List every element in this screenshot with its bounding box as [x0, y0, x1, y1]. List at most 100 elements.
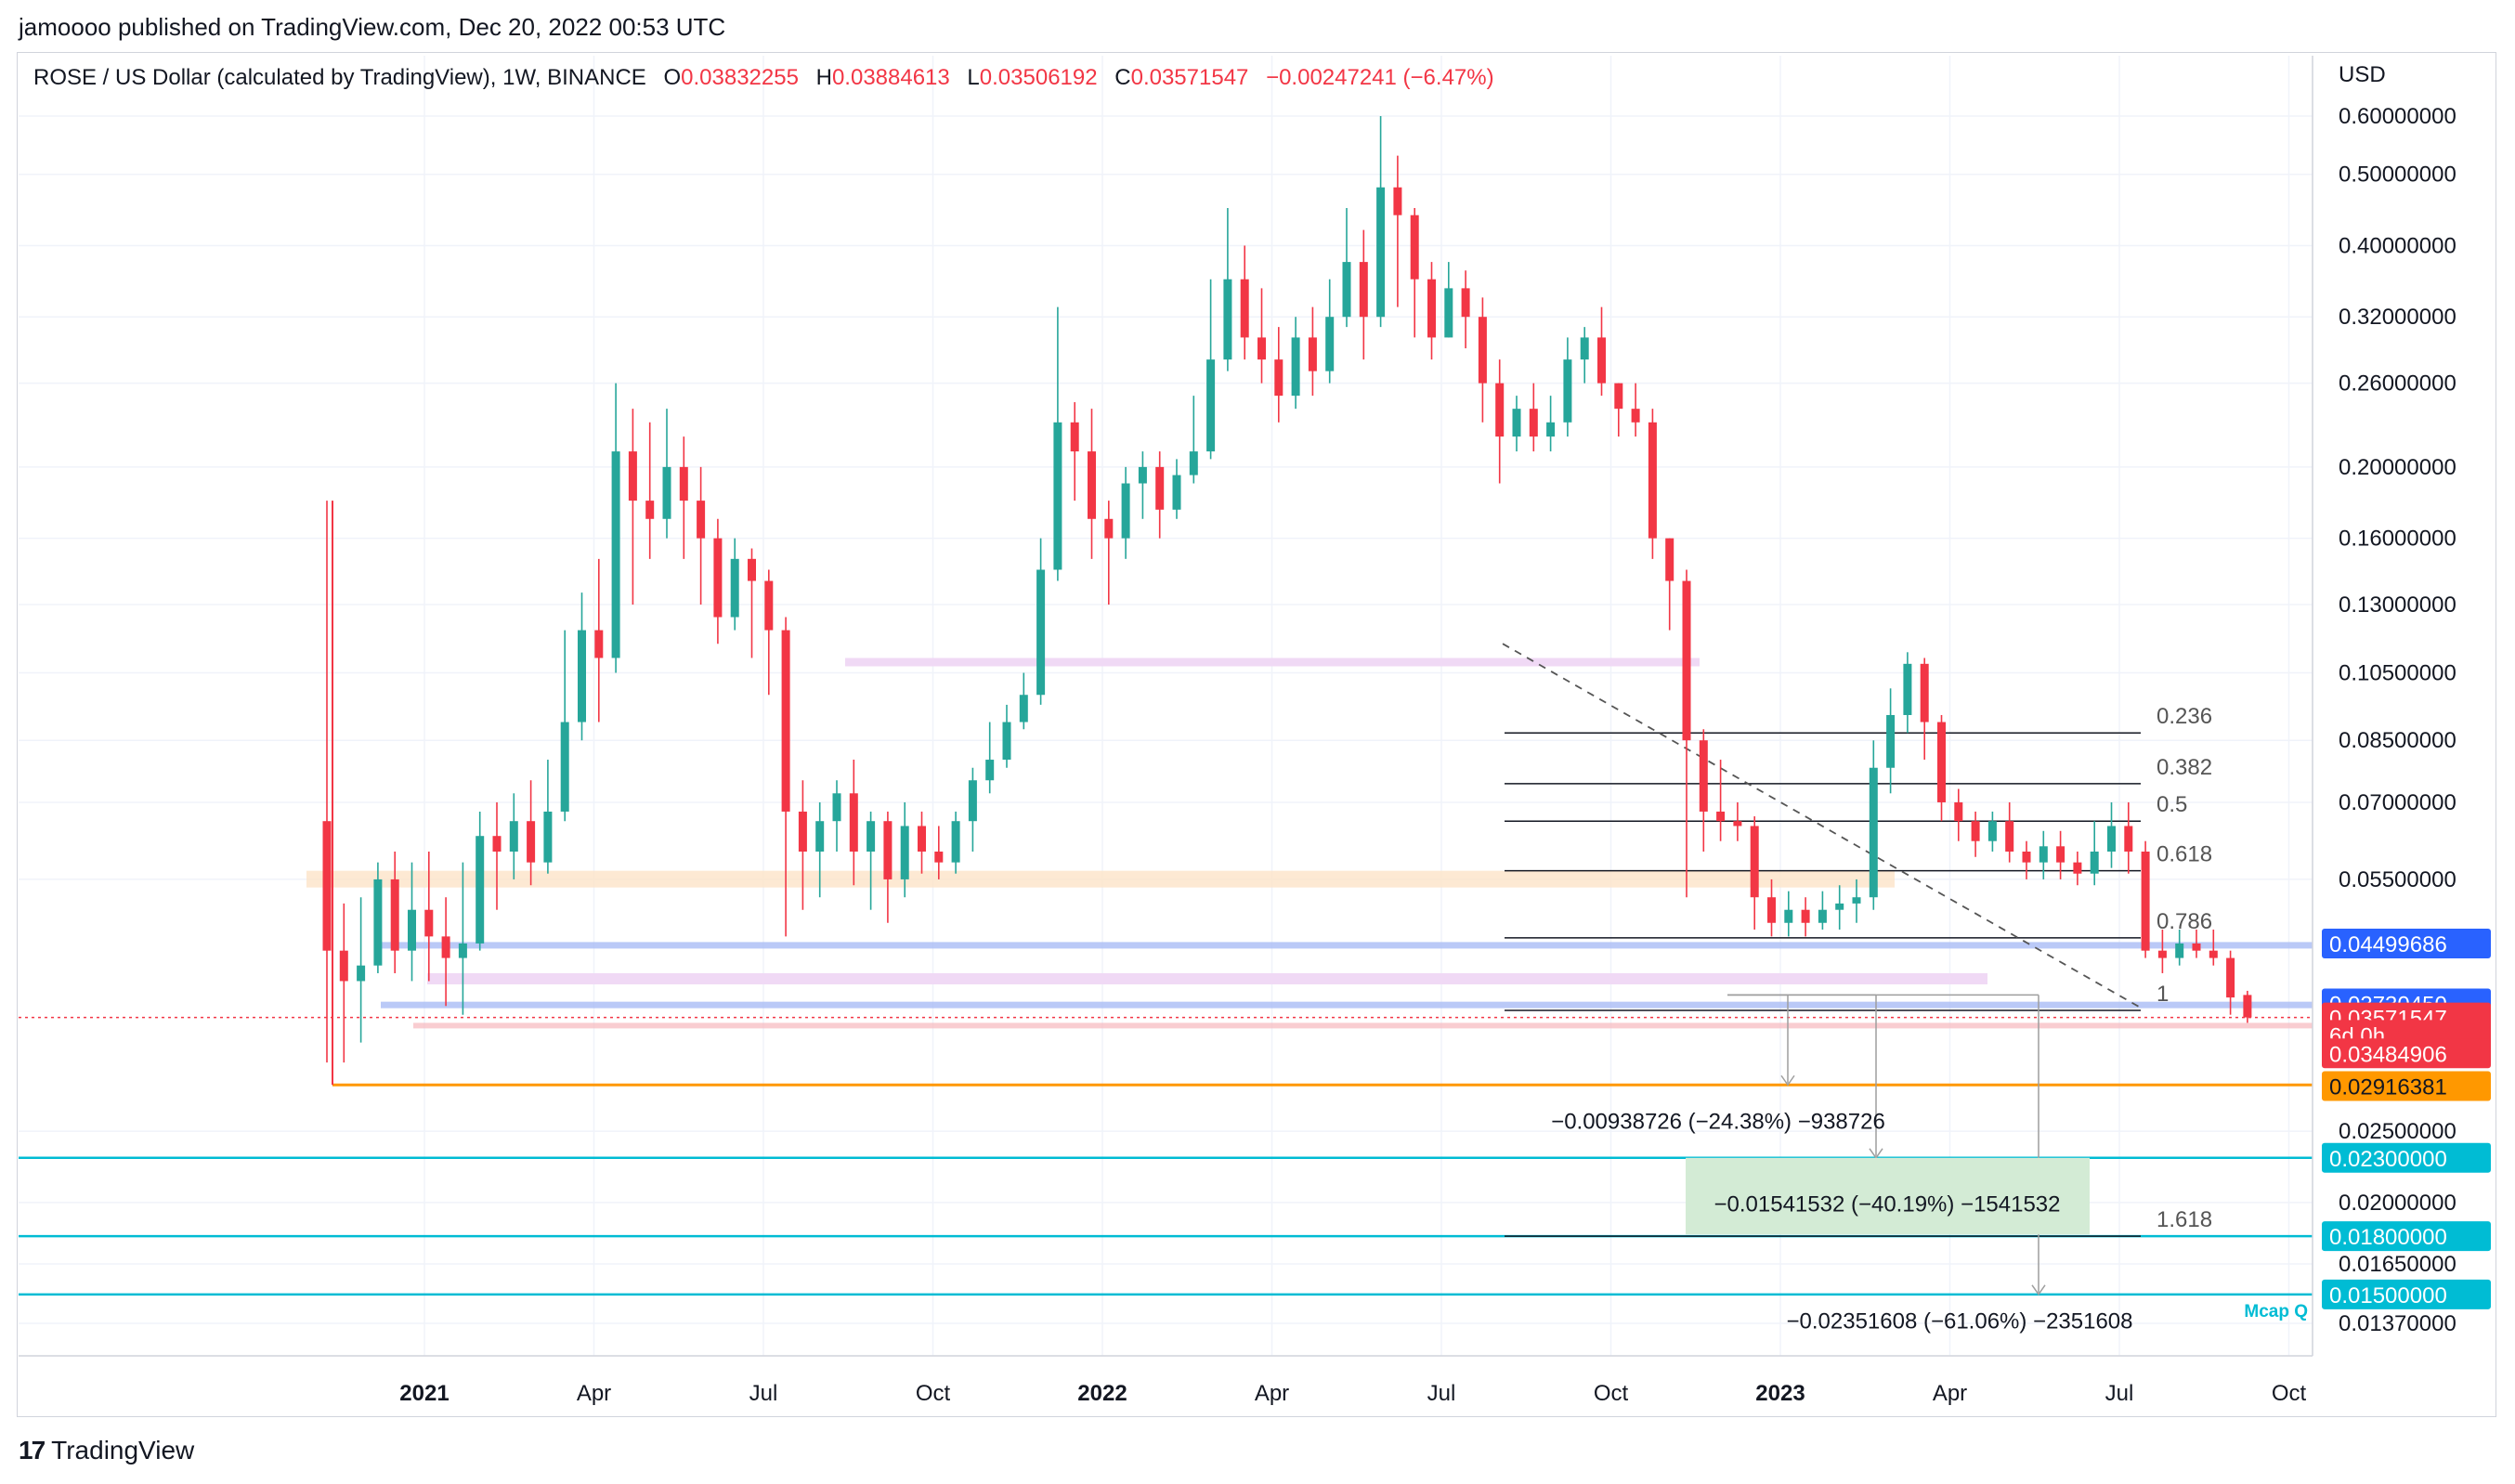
candle-body	[2175, 943, 2184, 958]
candle-body	[1937, 722, 1946, 802]
candle	[1750, 816, 1759, 930]
candle-body	[1495, 383, 1505, 437]
candle-body	[968, 780, 977, 822]
candle-body	[1835, 903, 1844, 910]
y-tick-label: 0.02000000	[2339, 1191, 2456, 1216]
candle-body	[1716, 811, 1726, 822]
y-tick-label: 0.01650000	[2339, 1252, 2456, 1277]
footer-brand[interactable]: 17 TradingView	[19, 1436, 194, 1465]
candle	[1648, 409, 1657, 559]
candle-body	[934, 851, 944, 863]
candle-body	[492, 836, 502, 852]
candle	[2243, 990, 2252, 1023]
candle-body	[1240, 279, 1249, 338]
grid	[19, 56, 2313, 1356]
candle-body	[1563, 359, 1572, 423]
price-tag	[2322, 1038, 2491, 1069]
measure-label: −0.01541532 (−40.19%) −1541532	[1714, 1192, 2061, 1217]
candle	[1580, 327, 1589, 384]
candle-body	[322, 821, 332, 951]
candle	[1359, 229, 1368, 360]
price-axis: USD 0.60000000 0.50000000 0.40000000 0.32000…	[2322, 62, 2491, 1336]
candle	[1563, 337, 1572, 437]
candle-body	[883, 821, 893, 879]
candle-body	[1342, 262, 1351, 318]
candle-body	[662, 466, 671, 519]
candle	[2107, 801, 2116, 868]
candle-body	[1189, 451, 1198, 475]
candle	[730, 538, 739, 631]
candle	[1325, 279, 1335, 384]
candle	[1410, 207, 1419, 338]
y-tick-label: 0.13000000	[2339, 592, 2456, 618]
mcap-label: Mcap Q	[2244, 1302, 2308, 1321]
price-tag	[2322, 1071, 2491, 1101]
horizontal-bands	[19, 657, 2313, 1029]
candle	[1088, 409, 1096, 559]
candle-body	[1138, 466, 1147, 484]
candle	[951, 811, 960, 874]
candle	[1258, 288, 1266, 384]
price-tag	[2322, 928, 2491, 958]
candle-body	[373, 879, 383, 966]
candle-body	[1631, 409, 1640, 423]
price-tag-label: 0.02300000	[2329, 1147, 2447, 1172]
candle	[2056, 830, 2065, 879]
open-label: O	[663, 65, 682, 90]
candle	[1155, 451, 1165, 539]
blue-band-upper	[381, 942, 2313, 949]
candle	[560, 630, 569, 822]
candle	[509, 793, 518, 879]
x-tick-label: Apr	[1255, 1381, 1289, 1406]
candle	[1376, 116, 1386, 328]
candle	[2124, 801, 2133, 874]
candle	[934, 826, 944, 879]
candle	[1172, 459, 1181, 519]
candle	[1444, 262, 1453, 338]
y-tick-label: 0.16000000	[2339, 527, 2456, 552]
price-tag-label: 0.01500000	[2329, 1283, 2447, 1308]
candle-body	[1767, 897, 1776, 923]
fib-level-label: 1	[2157, 982, 2169, 1007]
candle-body	[815, 821, 825, 852]
candle	[1835, 885, 1844, 930]
candle	[1427, 262, 1436, 360]
candle-body	[900, 826, 909, 879]
candle-body	[748, 558, 756, 581]
candle	[1631, 383, 1640, 437]
candle	[1512, 396, 1521, 452]
candle	[1784, 891, 1793, 937]
candle	[815, 801, 825, 898]
x-tick-label: Jul	[2105, 1381, 2134, 1406]
candle	[1954, 788, 1963, 841]
candle	[527, 780, 536, 886]
candle-body	[1376, 187, 1386, 318]
candle	[1716, 760, 1726, 841]
candle	[424, 851, 434, 982]
candle-body	[2243, 995, 2252, 1018]
candle-body	[1223, 279, 1232, 360]
candle-body	[1597, 337, 1606, 384]
price-tag-label: 0.03484906	[2329, 1042, 2447, 1067]
tradingview-logo-icon: 17	[19, 1436, 46, 1464]
price-tag	[2322, 1142, 2491, 1173]
brand-name: TradingView	[51, 1436, 195, 1464]
candle-body	[730, 558, 739, 618]
x-tick-label: 2022	[1077, 1381, 1127, 1406]
candle	[578, 592, 586, 741]
candle-body	[1665, 538, 1674, 581]
candle	[781, 617, 790, 937]
candle-body	[1325, 317, 1335, 371]
candle-body	[1682, 580, 1691, 741]
candle	[1342, 207, 1351, 328]
y-tick-label: 0.60000000	[2339, 104, 2456, 129]
candle-body	[2056, 846, 2065, 863]
candle	[1019, 672, 1028, 730]
price-tag-label: 0.01800000	[2329, 1225, 2447, 1250]
candle-body	[1971, 821, 1980, 841]
candle	[1104, 501, 1114, 605]
trend-line	[1502, 643, 2142, 1009]
candle	[1189, 396, 1198, 484]
x-tick-label: Apr	[1933, 1381, 1967, 1406]
